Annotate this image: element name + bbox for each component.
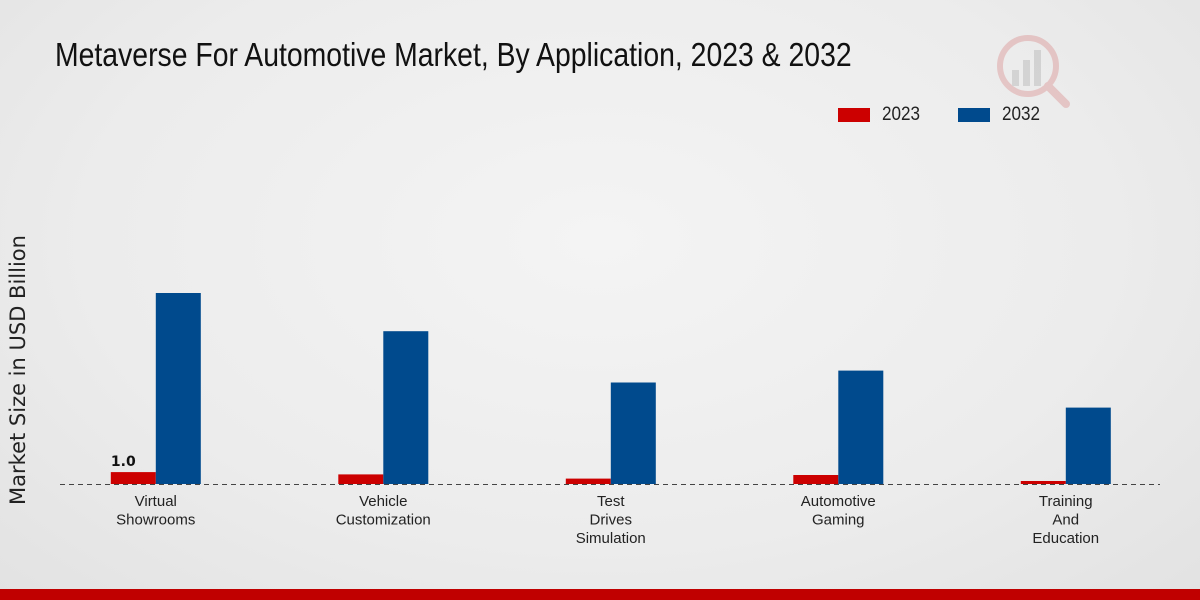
bar-2032-training-and-education[interactable]: [1065, 407, 1111, 484]
x-tick-label-training-and-education: Training And Education: [1032, 493, 1099, 547]
legend-swatch-2023: [838, 108, 870, 122]
bar-2023-virtual-showrooms[interactable]: [110, 472, 156, 484]
legend-swatch-2032: [958, 108, 990, 122]
bar-2023-automotive-gaming[interactable]: [793, 475, 839, 484]
legend-item-2032[interactable]: 2032: [958, 104, 1044, 126]
footer-bar: [0, 589, 1200, 600]
brand-logo-icon: [997, 35, 1070, 108]
bar-2023-test-drives-simulation[interactable]: [565, 478, 611, 484]
bar-2023-training-and-education[interactable]: [1020, 481, 1066, 484]
chart-title: Metaverse For Automotive Market, By Appl…: [55, 36, 852, 73]
legend-item-2023[interactable]: 2023: [838, 104, 924, 126]
x-tick-label-virtual-showrooms: Virtual Showrooms: [116, 493, 195, 529]
bar-2032-virtual-showrooms[interactable]: [155, 293, 201, 484]
bar-2023-vehicle-customization[interactable]: [338, 474, 384, 484]
legend-label-2023: 2023: [882, 104, 921, 125]
bar-2032-vehicle-customization[interactable]: [383, 331, 429, 484]
x-tick-label-test-drives-simulation: Test Drives Simulation: [576, 493, 646, 547]
x-tick-label-vehicle-customization: Vehicle Customization: [336, 493, 431, 529]
bar-2032-automotive-gaming[interactable]: [838, 370, 884, 484]
legend-label-2032: 2032: [1002, 104, 1041, 125]
bar-2032-test-drives-simulation[interactable]: [610, 382, 656, 485]
x-tick-label-automotive-gaming: Automotive Gaming: [801, 493, 876, 529]
data-label-2023-virtual-showrooms: 1.0: [111, 454, 136, 470]
